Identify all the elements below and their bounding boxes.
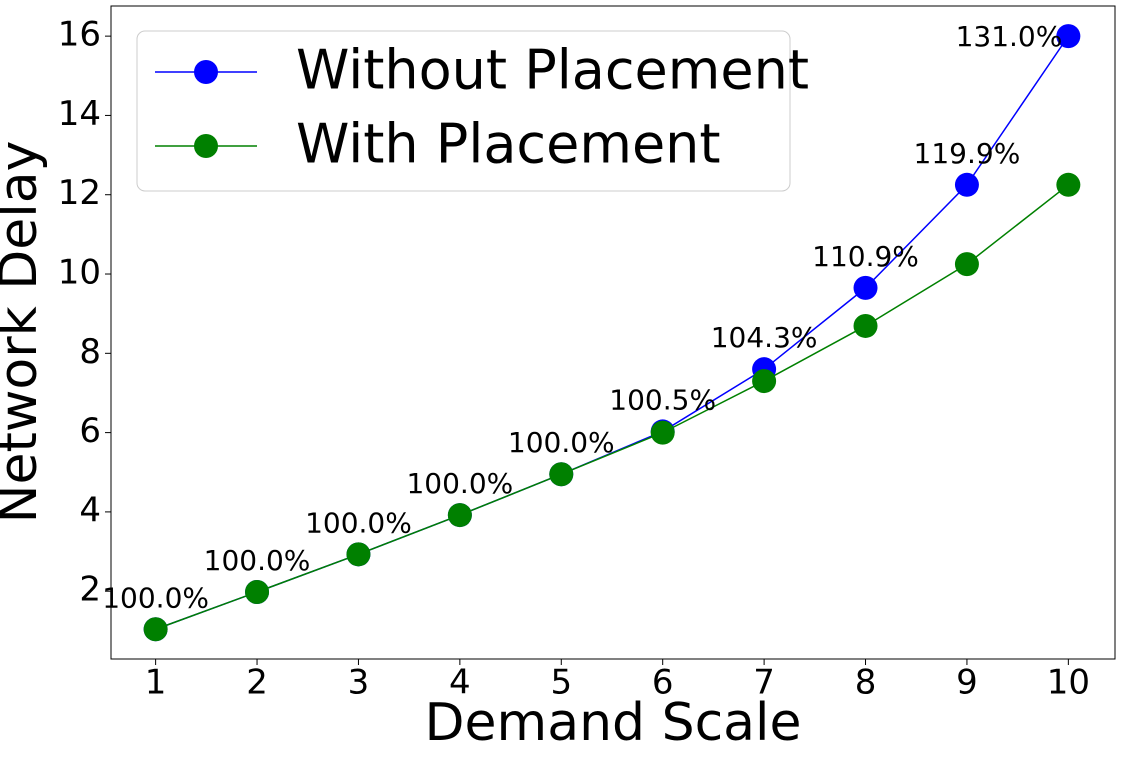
y-tick-label: 6 [79, 411, 101, 451]
marker [954, 252, 979, 277]
marker [346, 542, 371, 567]
marker [549, 462, 574, 487]
legend-box [136, 30, 791, 192]
annotation: 110.9% [812, 240, 919, 273]
annotation: 131.0% [956, 20, 1063, 53]
marker [1056, 24, 1081, 49]
x-tick-label: 4 [449, 663, 471, 703]
annotation: 100.0% [406, 467, 513, 500]
x-tick-label: 1 [145, 663, 167, 703]
y-tick-label: 4 [79, 490, 101, 530]
x-tick-label: 5 [550, 663, 572, 703]
marker [447, 503, 472, 528]
legend-marker [194, 60, 218, 84]
x-tick-label: 2 [246, 663, 268, 703]
x-axis-label: Demand Scale [425, 693, 802, 753]
marker [143, 617, 168, 642]
y-axis-label: Network Delay [0, 141, 49, 524]
marker [752, 369, 777, 394]
y-tick-label: 8 [79, 332, 101, 372]
series-line [155, 184, 1069, 630]
marker [1056, 172, 1081, 197]
x-tick-label: 9 [956, 663, 978, 703]
marker [853, 275, 878, 300]
marker [245, 579, 270, 604]
y-tick-label: 2 [79, 570, 101, 610]
annotation: 119.9% [914, 137, 1021, 170]
marker [954, 172, 979, 197]
y-tick-label: 12 [58, 173, 101, 213]
x-tick-label: 7 [753, 663, 775, 703]
annotation: 100.0% [508, 426, 615, 459]
x-tick-label: 3 [348, 663, 370, 703]
x-tick-label: 8 [855, 663, 877, 703]
plot-frame [110, 5, 1116, 660]
annotation: 100.0% [204, 544, 311, 577]
legend-label: Without Placement [296, 39, 809, 102]
y-tick-label: 14 [58, 94, 101, 134]
y-tick-label: 16 [58, 15, 101, 55]
y-tick-label: 10 [58, 253, 101, 293]
x-tick-label: 10 [1047, 663, 1090, 703]
annotation: 100.5% [609, 383, 716, 416]
annotation: 100.0% [305, 506, 412, 539]
marker [853, 313, 878, 338]
annotation: 104.3% [711, 321, 818, 354]
x-tick-label: 6 [652, 663, 674, 703]
annotation: 100.0% [102, 581, 209, 614]
legend-label: With Placement [296, 113, 721, 176]
legend-marker [194, 134, 218, 158]
marker [650, 420, 675, 445]
